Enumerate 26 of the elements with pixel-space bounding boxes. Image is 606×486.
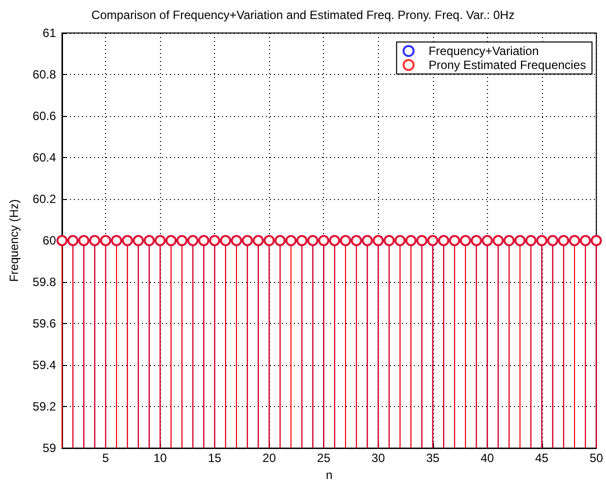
- legend-label: Frequency+Variation: [428, 44, 539, 58]
- x-tick-label: 30: [372, 451, 386, 466]
- chart-title: Comparison of Frequency+Variation and Estimated Freq. Prony. Freq. Var.: 0Hz: [91, 8, 515, 22]
- x-tick-label: 25: [317, 451, 331, 466]
- y-tick-label: 59: [42, 441, 56, 456]
- x-tick-label: 15: [208, 451, 222, 466]
- x-axis-title: n: [326, 468, 333, 482]
- y-tick-label: 59.6: [32, 316, 56, 331]
- x-tick-label: 20: [262, 451, 276, 466]
- x-tick-label: 5: [102, 451, 110, 466]
- y-tick-label: 60.4: [32, 150, 56, 165]
- y-tick-label: 59.4: [32, 358, 56, 372]
- y-tick-label: 60.2: [32, 192, 56, 206]
- y-axis-title: Frequency (Hz): [7, 199, 21, 282]
- x-tick-label: 35: [426, 451, 440, 466]
- y-tick-label: 60.6: [32, 109, 56, 124]
- legend-label: Prony Estimated Frequencies: [428, 58, 586, 72]
- x-tick-label: 40: [480, 451, 494, 466]
- x-tick-label: 10: [153, 451, 168, 466]
- y-tick-label: 60.8: [32, 68, 56, 82]
- y-tick-label: 61: [42, 26, 56, 40]
- y-tick-label: 59.2: [32, 400, 56, 414]
- x-tick-label: 50: [590, 451, 604, 466]
- y-tick-label: 60: [42, 234, 56, 248]
- x-tick-label: 45: [535, 451, 549, 466]
- y-tick-label: 59.8: [32, 275, 56, 290]
